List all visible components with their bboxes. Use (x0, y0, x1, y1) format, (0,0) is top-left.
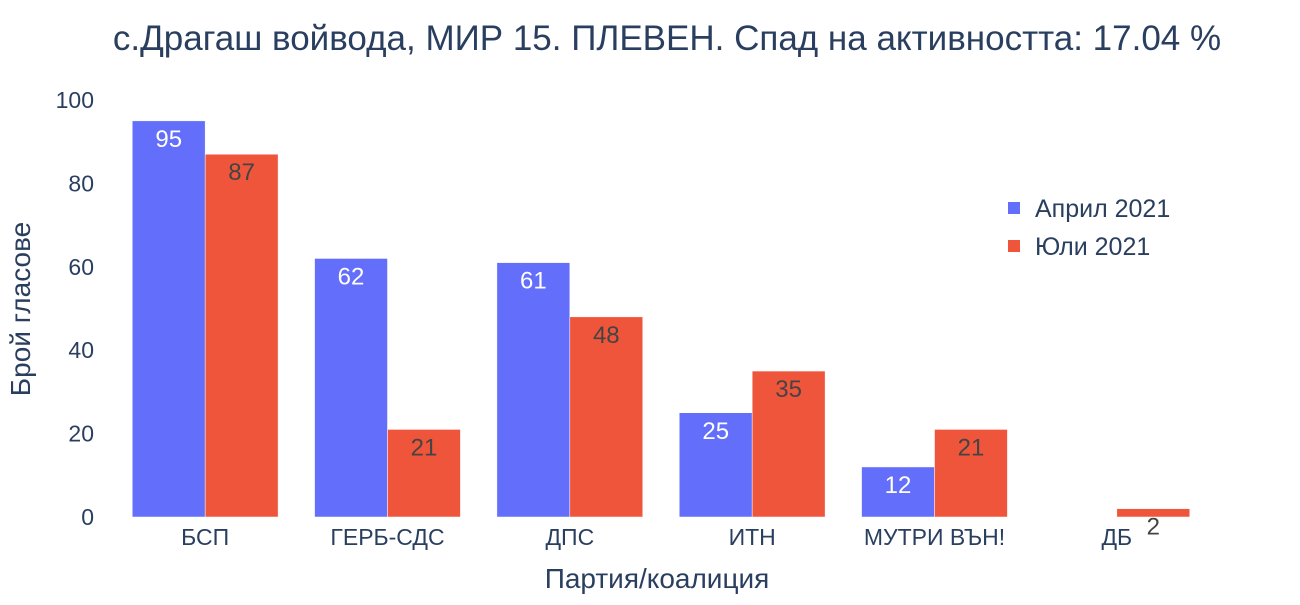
bar[interactable] (934, 429, 1008, 518)
x-tick-label: БСП (181, 524, 229, 550)
bar[interactable] (751, 370, 826, 518)
bar[interactable] (204, 153, 279, 518)
bar-labels: 95 87 62 21 61 48 25 35 12 21 2 (155, 126, 1160, 541)
bar-value-label: 35 (775, 376, 802, 403)
bar-value-label: 87 (228, 159, 255, 186)
legend-swatch (1008, 240, 1020, 252)
x-axis: БСП ГЕРБ-СДС ДПС ИТН МУТРИ ВЪН! ДБ (181, 524, 1132, 550)
bar-value-label: 48 (593, 322, 620, 349)
x-tick-label: ДБ (1101, 524, 1132, 550)
legend-swatch (1008, 202, 1020, 214)
legend-item[interactable]: Април 2021 (1008, 195, 1170, 223)
legend[interactable]: Април 2021 Юли 2021 (1008, 195, 1170, 261)
legend-label: Юли 2021 (1035, 233, 1150, 261)
bar[interactable] (861, 466, 935, 518)
y-axis: 0 20 40 60 80 100 (56, 87, 94, 530)
y-tick-label: 100 (56, 87, 94, 113)
bar-value-label: 62 (338, 263, 365, 290)
bar-value-label: 95 (155, 126, 182, 153)
bar[interactable] (496, 262, 571, 518)
x-tick-label: ГЕРБ-СДС (330, 524, 444, 550)
x-tick-label: ДПС (545, 524, 594, 550)
bar-value-label: 61 (520, 268, 547, 295)
bar-value-label: 21 (411, 434, 438, 461)
y-tick-label: 80 (68, 170, 94, 196)
bar-value-label: 25 (702, 418, 729, 445)
x-tick-label: ИТН (729, 524, 776, 550)
bar[interactable] (314, 258, 388, 518)
x-axis-title: Партия/коалиция (545, 563, 770, 594)
y-axis-title: Брой гласове (5, 222, 36, 396)
bar[interactable] (131, 120, 206, 518)
chart-title: с.Драгаш войвода, МИР 15. ПЛЕВЕН. Спад н… (113, 19, 1221, 58)
bar[interactable] (678, 412, 753, 518)
legend-label: Април 2021 (1035, 195, 1170, 223)
bar-value-label: 2 (1147, 514, 1160, 541)
y-tick-label: 40 (68, 337, 94, 363)
bar-value-label: 21 (958, 434, 985, 461)
bars (131, 120, 1191, 518)
x-tick-label: МУТРИ ВЪН! (864, 524, 1005, 550)
bar-value-label: 12 (885, 472, 912, 499)
y-tick-label: 20 (68, 421, 94, 447)
bar[interactable] (569, 316, 644, 518)
legend-item[interactable]: Юли 2021 (1008, 233, 1150, 261)
bar[interactable] (1116, 508, 1191, 518)
y-tick-label: 60 (68, 254, 94, 280)
y-tick-label: 0 (81, 504, 94, 530)
bar[interactable] (387, 429, 461, 518)
